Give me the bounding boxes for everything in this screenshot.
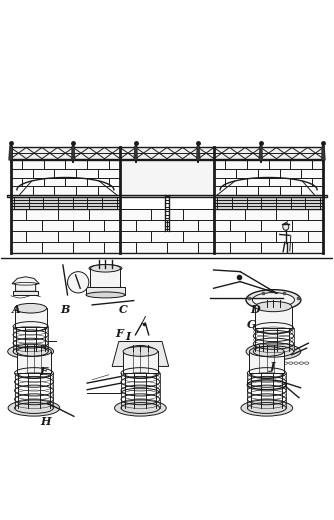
Polygon shape xyxy=(71,146,75,160)
Polygon shape xyxy=(13,291,38,295)
Polygon shape xyxy=(11,209,323,253)
Polygon shape xyxy=(17,352,51,373)
Polygon shape xyxy=(15,308,47,327)
Text: E: E xyxy=(39,366,47,377)
Polygon shape xyxy=(112,342,169,367)
Ellipse shape xyxy=(89,265,122,272)
Polygon shape xyxy=(249,352,284,373)
Polygon shape xyxy=(196,146,200,160)
Text: B: B xyxy=(60,304,70,315)
Ellipse shape xyxy=(249,347,284,356)
Polygon shape xyxy=(12,277,39,291)
Ellipse shape xyxy=(246,290,301,310)
Ellipse shape xyxy=(8,400,60,416)
Polygon shape xyxy=(86,287,125,295)
Polygon shape xyxy=(134,146,138,160)
Text: H: H xyxy=(41,415,51,426)
Polygon shape xyxy=(9,146,13,160)
Polygon shape xyxy=(120,160,214,195)
Ellipse shape xyxy=(115,400,166,416)
Text: G: G xyxy=(247,319,256,330)
Text: I: I xyxy=(126,331,131,342)
Polygon shape xyxy=(91,268,121,287)
Ellipse shape xyxy=(246,343,301,360)
Ellipse shape xyxy=(123,347,158,356)
Polygon shape xyxy=(255,307,292,328)
Text: J: J xyxy=(270,361,275,372)
Polygon shape xyxy=(11,148,323,159)
Ellipse shape xyxy=(283,223,289,230)
Ellipse shape xyxy=(255,302,292,311)
Ellipse shape xyxy=(67,271,89,293)
Polygon shape xyxy=(214,160,323,195)
Ellipse shape xyxy=(276,292,281,295)
Ellipse shape xyxy=(253,293,295,307)
Ellipse shape xyxy=(86,292,125,298)
Polygon shape xyxy=(321,146,325,160)
Polygon shape xyxy=(123,352,158,373)
Ellipse shape xyxy=(15,304,47,313)
Text: C: C xyxy=(119,304,128,315)
Ellipse shape xyxy=(241,400,293,416)
Text: D: D xyxy=(250,304,260,315)
Ellipse shape xyxy=(8,344,53,359)
Polygon shape xyxy=(7,195,327,198)
Ellipse shape xyxy=(17,347,51,356)
Polygon shape xyxy=(259,146,263,160)
Text: A: A xyxy=(12,304,21,315)
Ellipse shape xyxy=(91,265,121,272)
Text: F: F xyxy=(116,328,123,339)
Polygon shape xyxy=(11,160,120,195)
